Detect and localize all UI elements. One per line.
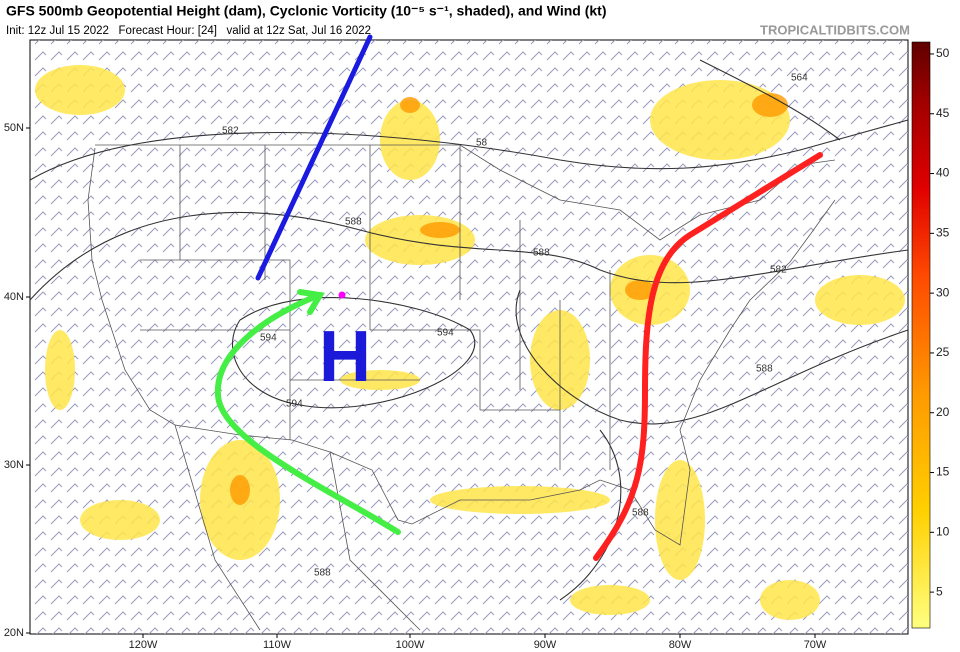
contour-label: 594 <box>286 399 303 410</box>
colorbar-label: 15 <box>936 465 950 479</box>
lon-label: 120W <box>129 639 158 651</box>
flow-arrow <box>214 295 401 535</box>
axes: 120W 110W 100W 90W 80W 70W 50N 40N 30N 20N <box>4 122 827 651</box>
lat-label: 40N <box>4 291 24 303</box>
lon-label: 90W <box>534 639 557 651</box>
contour-label: 588 <box>533 248 550 259</box>
colorbar-label: 45 <box>936 106 950 120</box>
colorbar-label: 40 <box>936 166 950 180</box>
colorbar-label: 50 <box>936 46 950 60</box>
colorbar: 5 10 15 20 25 30 35 40 45 50 <box>911 41 950 629</box>
contour-label: 564 <box>791 73 808 84</box>
colorbar-label: 25 <box>936 345 950 359</box>
lat-label: 20N <box>4 627 24 639</box>
high-label: H <box>319 317 371 397</box>
colorbar-label: 10 <box>936 524 950 538</box>
contour-label: 582 <box>770 265 787 276</box>
colorbar-label: 5 <box>936 584 943 598</box>
lon-label: 110W <box>263 639 292 651</box>
lat-label: 30N <box>4 459 24 471</box>
annotations <box>214 34 823 561</box>
boundaries <box>87 144 836 631</box>
contour-labels: 564 582 58 588 588 594 594 594 582 588 5… <box>222 73 808 579</box>
contour-label: 588 <box>632 508 649 519</box>
height-contours <box>29 59 909 601</box>
arrow-head <box>297 289 325 315</box>
contour-label: 582 <box>222 126 239 137</box>
contour-label: 594 <box>437 328 454 339</box>
colorbar-label: 30 <box>936 285 950 299</box>
lon-label: 100W <box>396 639 425 651</box>
high-center <box>338 291 346 299</box>
ridge-axis <box>255 34 373 281</box>
colorbar-label: 20 <box>936 405 950 419</box>
lat-label: 50N <box>4 122 24 134</box>
colorbar-bar <box>911 41 931 629</box>
contour-label: 58 <box>476 138 488 149</box>
contour-label: 588 <box>345 217 362 228</box>
colorbar-label: 35 <box>936 226 950 240</box>
map: 564 582 58 588 588 594 594 594 582 588 5… <box>29 34 909 635</box>
contour-label: 588 <box>314 568 331 579</box>
init-line: Init: 12z Jul 15 2022 Forecast Hour: [24… <box>6 25 371 37</box>
lon-label: 70W <box>804 639 827 651</box>
trough-axis <box>593 152 823 561</box>
contour-label: 594 <box>260 333 277 344</box>
contour-label: 588 <box>756 364 773 375</box>
title: GFS 500mb Geopotential Height (dam), Cyc… <box>6 3 607 19</box>
vorticity-max <box>230 93 788 505</box>
lon-label: 80W <box>669 639 692 651</box>
credit: TROPICALTIDBITS.COM <box>760 22 910 37</box>
